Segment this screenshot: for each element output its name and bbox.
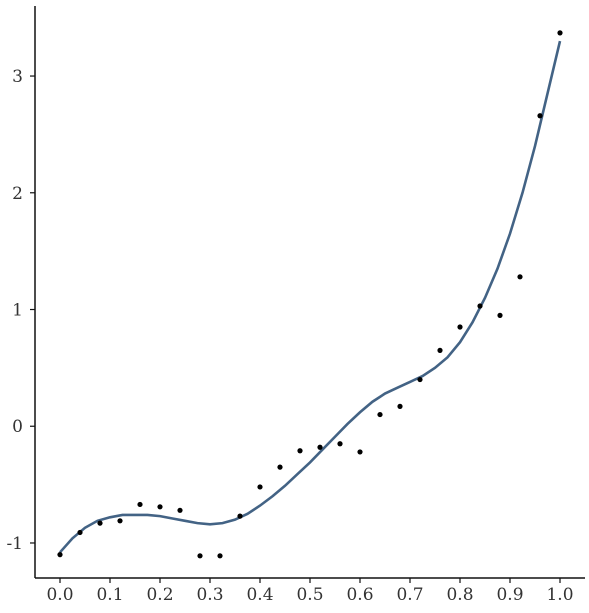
x-tick-label: 0.4: [246, 585, 273, 605]
x-tick-label: 0.5: [296, 585, 323, 605]
data-point: [237, 513, 243, 519]
data-point: [137, 501, 143, 508]
y-tick-label: 1: [12, 301, 23, 321]
data-point: [297, 448, 303, 454]
data-point: [57, 552, 63, 558]
x-tick-label: 0.0: [46, 585, 73, 605]
data-point: [417, 376, 423, 383]
data-point: [97, 520, 103, 526]
data-point: [337, 441, 343, 447]
axes: 0.0 0.1 0.2 0.3 0.4 0.5 0.6 0.7 0.8 0.9 1.0 -1 0 1 2 3: [6, 6, 585, 605]
data-point: [277, 464, 283, 470]
data-point: [517, 274, 523, 280]
data-point: [317, 444, 323, 450]
x-tick-label: 0.6: [346, 585, 373, 605]
data-point: [257, 484, 263, 490]
x-tick-label: 0.8: [446, 585, 473, 605]
plot-area: [57, 30, 563, 559]
y-tick-label: -1: [6, 534, 23, 554]
x-tick-label: 0.7: [396, 585, 423, 605]
data-point: [537, 113, 543, 119]
fitted-curve: [59, 40, 562, 554]
x-tick-label: 0.2: [146, 585, 173, 605]
x-tick-label: 1.0: [546, 585, 573, 605]
data-point: [377, 411, 383, 418]
x-tick-label: 0.3: [196, 585, 223, 605]
data-point: [397, 403, 403, 409]
data-point: [497, 312, 503, 318]
data-point: [217, 553, 223, 559]
data-point: [77, 529, 83, 536]
data-point: [457, 324, 463, 330]
data-point: [477, 303, 483, 309]
data-point: [157, 504, 163, 510]
x-tick-label: 0.9: [496, 585, 523, 605]
y-tick-label: 2: [12, 184, 23, 204]
data-point: [117, 518, 123, 524]
data-point: [177, 507, 183, 513]
data-point: [357, 449, 363, 455]
y-tick-label: 3: [12, 67, 23, 87]
data-point: [557, 30, 563, 36]
x-tick-label: 0.1: [96, 585, 123, 605]
y-tick-label: 0: [12, 417, 23, 437]
data-point: [437, 347, 443, 353]
data-point: [197, 553, 203, 559]
